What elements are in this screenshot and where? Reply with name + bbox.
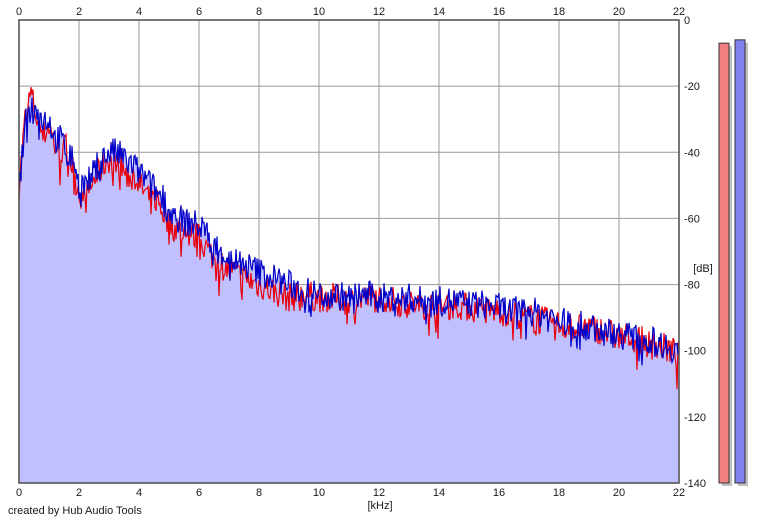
y-tick-label: -80 bbox=[684, 280, 700, 292]
tick-labels: 002244668810101212141416161818202022220-… bbox=[16, 6, 706, 499]
x-tick-label-bottom: 6 bbox=[196, 487, 202, 499]
x-tick-label-top: 8 bbox=[256, 6, 262, 18]
x-tick-label-top: 16 bbox=[493, 6, 505, 18]
x-tick-label-top: 14 bbox=[433, 6, 445, 18]
y-axis-label: [dB] bbox=[693, 263, 713, 275]
level-meters bbox=[718, 39, 748, 487]
x-tick-label-bottom: 2 bbox=[76, 487, 82, 499]
x-tick-label-top: 2 bbox=[76, 6, 82, 18]
x-tick-label-bottom: 14 bbox=[433, 487, 445, 499]
x-tick-label-top: 6 bbox=[196, 6, 202, 18]
x-tick-label-bottom: 22 bbox=[673, 487, 685, 499]
y-tick-label: 0 bbox=[684, 15, 690, 27]
level-meter-right bbox=[734, 39, 746, 484]
x-axis-label: [kHz] bbox=[367, 500, 392, 512]
x-tick-label-top: 22 bbox=[673, 6, 685, 18]
x-tick-label-bottom: 12 bbox=[373, 487, 385, 499]
y-tick-label: -120 bbox=[684, 412, 706, 424]
x-tick-label-bottom: 0 bbox=[16, 487, 22, 499]
series-line-left-channel bbox=[18, 87, 680, 390]
y-tick-label: -100 bbox=[684, 346, 706, 358]
x-tick-label-top: 4 bbox=[136, 6, 142, 18]
x-tick-label-top: 20 bbox=[613, 6, 625, 18]
credit-text: created by Hub Audio Tools bbox=[8, 505, 142, 517]
y-tick-label: -140 bbox=[684, 478, 706, 490]
y-tick-label: -40 bbox=[684, 147, 700, 159]
spectrum-fill-area bbox=[19, 87, 679, 483]
x-tick-label-bottom: 18 bbox=[553, 487, 565, 499]
x-tick-label-bottom: 10 bbox=[313, 487, 325, 499]
x-tick-label-top: 12 bbox=[373, 6, 385, 18]
x-tick-label-top: 18 bbox=[553, 6, 565, 18]
x-tick-label-top: 10 bbox=[313, 6, 325, 18]
plot-border bbox=[18, 19, 680, 484]
y-tick-label: -20 bbox=[684, 81, 700, 93]
x-tick-label-top: 0 bbox=[16, 6, 22, 18]
level-meter-left bbox=[718, 42, 730, 484]
series-line-right-channel bbox=[18, 97, 680, 366]
x-tick-label-bottom: 20 bbox=[613, 487, 625, 499]
x-tick-label-bottom: 16 bbox=[493, 487, 505, 499]
y-tick-label: -60 bbox=[684, 213, 700, 225]
x-tick-label-bottom: 4 bbox=[136, 487, 142, 499]
x-tick-label-bottom: 8 bbox=[256, 487, 262, 499]
